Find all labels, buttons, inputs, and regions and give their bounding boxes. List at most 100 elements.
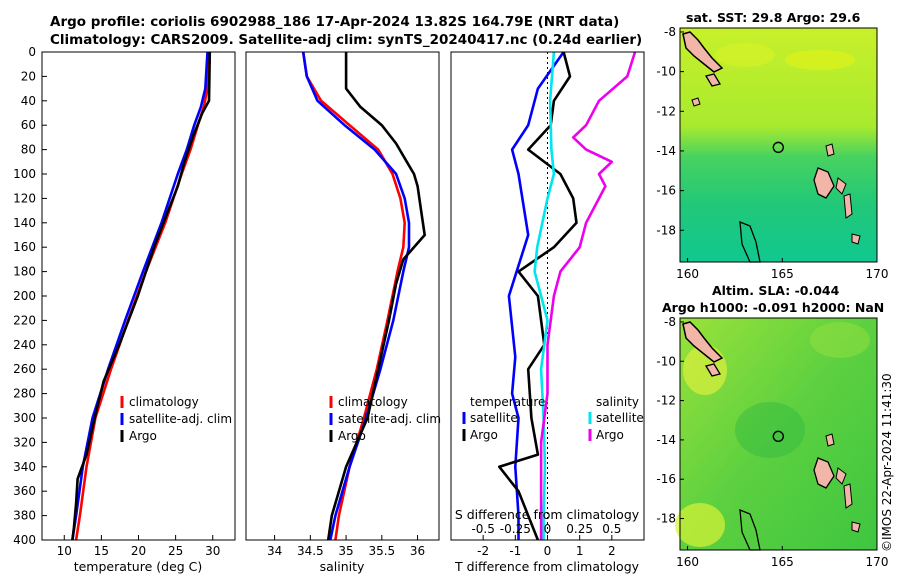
legend-label-satellite: satellite-adj. clim xyxy=(338,412,441,426)
imos-credit: ©IMOS 22-Apr-2024 11:41:30 xyxy=(880,373,894,552)
y-tick-label: 160 xyxy=(13,240,36,254)
y-tick-label: 140 xyxy=(13,216,36,230)
x-tick-label: 35.5 xyxy=(368,544,395,558)
map-y-tick-label: -12 xyxy=(656,104,676,118)
legend-label-satellite: satellite-adj. clim xyxy=(129,412,232,426)
argo-position-marker xyxy=(772,430,785,443)
map-y-tick-label: -16 xyxy=(656,184,676,198)
legend-label-argo: Argo xyxy=(129,429,157,443)
y-tick-label: 400 xyxy=(13,533,36,547)
series-line-temperature-argo xyxy=(497,51,578,541)
map-y-tick-label: -18 xyxy=(656,223,676,237)
series-line-satellite-adj-clim xyxy=(71,51,209,541)
y-tick-label: 40 xyxy=(21,94,36,108)
sla-map-title-line2: Argo h1000: -0.091 h2000: NaN xyxy=(662,300,885,315)
top-tick-label: 0 xyxy=(544,522,552,536)
top-tick-label: -0.5 xyxy=(471,522,494,536)
top-tick-label: -0.25 xyxy=(500,522,531,536)
sla-map: 160 165 170 -8 -10 -12 -14 -16 -18 xyxy=(656,315,888,569)
map-y-tick-label: -10 xyxy=(656,354,676,368)
temperature-xlabel: temperature (deg C) xyxy=(74,559,203,574)
salinity-xlabel: salinity xyxy=(320,559,365,574)
map-y-tick-label: -18 xyxy=(656,512,676,526)
top-tick-label: 0.5 xyxy=(602,522,621,536)
y-tick-label: 280 xyxy=(13,387,36,401)
salinity-axes-frame xyxy=(245,51,440,541)
y-tick-label: 120 xyxy=(13,191,36,205)
map-x-tick-label: 165 xyxy=(771,555,794,569)
y-tick-label: 100 xyxy=(13,167,36,181)
salinity-legend: climatology satellite-adj. clim Argo xyxy=(329,395,441,443)
y-tick-label: 0 xyxy=(28,45,36,59)
map-x-tick-label: 170 xyxy=(866,555,889,569)
land-islands xyxy=(682,31,861,263)
y-tick-label: 340 xyxy=(13,460,36,474)
x-tick-label: 36 xyxy=(410,544,425,558)
y-tick-label: 360 xyxy=(13,484,36,498)
x-tick-label: 25 xyxy=(168,544,183,558)
y-tick-label: 20 xyxy=(21,69,36,83)
x-tick-label: 34 xyxy=(267,544,282,558)
figure-title-line2: Climatology: CARS2009. Satellite-adj cli… xyxy=(50,32,643,48)
temperature-diff-legend: temperature satellite Argo xyxy=(462,395,545,442)
x-tick-label: 10 xyxy=(57,544,72,558)
sst-map-frame xyxy=(679,27,878,263)
y-tick-label: 180 xyxy=(13,265,36,279)
series-line-climatology xyxy=(301,51,407,541)
figure-title-line1: Argo profile: coriolis 6902988_186 17-Ap… xyxy=(50,14,620,30)
salinity-panel: 34 34.5 35 35.5 36 salinity climatology sate… xyxy=(245,51,441,574)
land-islands xyxy=(682,321,861,551)
map-x-tick-label: 165 xyxy=(771,267,794,281)
y-tick-label: 80 xyxy=(21,143,36,157)
difference-panel: -2 -1 0 1 2 -0.5 -0.25 0 0.25 0.5 S difference f… xyxy=(450,51,645,574)
map-y-tick-label: -8 xyxy=(664,25,676,39)
y-tick-label: 240 xyxy=(13,338,36,352)
map-x-tick-label: 160 xyxy=(676,267,699,281)
top-tick-label: 0.25 xyxy=(566,522,593,536)
s-difference-label: S difference from climatology xyxy=(455,507,640,522)
sst-map: 160 165 170 -8 -10 -12 -14 -16 -18 xyxy=(656,25,888,281)
legend-label-climatology: climatology xyxy=(129,395,199,409)
x-tick-label: -2 xyxy=(477,544,489,558)
map-x-tick-label: 160 xyxy=(676,555,699,569)
legend-label-climatology: climatology xyxy=(338,395,408,409)
map-y-tick-label: -14 xyxy=(656,433,676,447)
x-tick-label: -1 xyxy=(509,544,521,558)
x-tick-label: 30 xyxy=(205,544,220,558)
map-y-tick-label: -12 xyxy=(656,394,676,408)
y-tick-label: 320 xyxy=(13,435,36,449)
series-line-argo xyxy=(326,52,427,541)
legend-label-argo: Argo xyxy=(338,429,366,443)
x-tick-label: 34.5 xyxy=(297,544,324,558)
y-tick-label: 380 xyxy=(13,509,36,523)
y-tick-label: 220 xyxy=(13,313,36,327)
legend-title-salinity: salinity xyxy=(596,395,639,409)
y-tick-label: 300 xyxy=(13,411,36,425)
x-tick-label: 20 xyxy=(131,544,146,558)
legend-title-temperature: temperature xyxy=(470,395,545,409)
x-tick-label: 0 xyxy=(544,544,552,558)
y-tick-label: 200 xyxy=(13,289,36,303)
salinity-diff-legend: salinity satellite Argo xyxy=(588,395,644,442)
sla-map-frame xyxy=(679,317,878,551)
legend-label-sal-argo: Argo xyxy=(596,428,624,442)
temperature-panel: 10 15 20 25 30 0 20 40 60 80 100 120 140 160 180 200 22… xyxy=(13,45,236,574)
map-y-tick-label: -8 xyxy=(664,315,676,329)
legend-label-temp-satellite: satellite xyxy=(470,411,518,425)
series-line-argo xyxy=(71,51,212,541)
difference-axes-frame xyxy=(450,51,645,541)
map-y-tick-label: -16 xyxy=(656,472,676,486)
temperature-legend: climatology satellite-adj. clim Argo xyxy=(120,395,232,443)
series-line-climatology xyxy=(74,51,211,541)
sst-map-title: sat. SST: 29.8 Argo: 29.6 xyxy=(686,10,861,25)
x-tick-label: 15 xyxy=(94,544,109,558)
sla-map-title-line1: Altim. SLA: -0.044 xyxy=(712,283,840,298)
t-difference-xlabel: T difference from climatology xyxy=(454,559,640,574)
x-tick-label: 2 xyxy=(608,544,616,558)
y-tick-label: 260 xyxy=(13,362,36,376)
legend-label-sal-satellite: satellite xyxy=(596,411,644,425)
y-tick-label: 60 xyxy=(21,118,36,132)
map-y-tick-label: -10 xyxy=(656,65,676,79)
series-line-salinity-satellite xyxy=(533,51,556,540)
